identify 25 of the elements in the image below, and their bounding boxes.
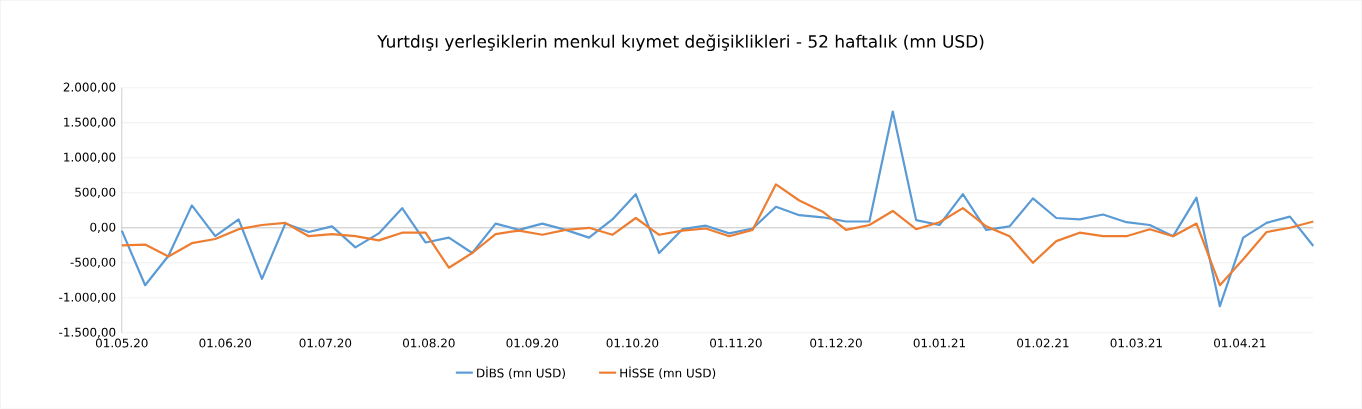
y-tick-label: 1.000,00	[64, 152, 116, 164]
y-tick-label: 2.000,00	[63, 82, 116, 94]
y-tick-label: -1.000,00	[59, 292, 116, 304]
chart-title: Yurtdışı yerleşiklerin menkul kıymet değişiklikleri - 52 haftalık (mn USD)	[377, 34, 984, 52]
y-tick-label: 1.500,00	[64, 117, 116, 129]
y-tick-label: 0,00	[90, 222, 116, 234]
y-tick-label: 500,00	[75, 187, 116, 199]
x-tick-label: 01.06.20	[199, 338, 252, 348]
legend-label: HİSSE (mn USD)	[620, 366, 716, 380]
x-tick-label: 01.09.20	[506, 338, 559, 348]
x-tick-label: 01.07.20	[299, 338, 352, 348]
y-tick-label: -1.500,00	[59, 327, 116, 339]
x-tick-label: 01.02.21	[1017, 338, 1069, 348]
x-tick-label: 01.05.20	[95, 338, 148, 348]
line-series	[120, 183, 1315, 287]
x-tick-label: 01.03.21	[1110, 338, 1162, 348]
x-tick-label: 01.04.21	[1214, 338, 1266, 348]
x-tick-label: 01.01.21	[913, 338, 966, 348]
y-tick-label: -500,00	[70, 257, 116, 269]
line-series	[120, 110, 1315, 308]
x-tick-label: 01.10.20	[606, 338, 659, 348]
x-tick-label: 01.11.20	[710, 338, 762, 348]
x-tick-label: 01.08.20	[402, 338, 455, 348]
legend-label: DİBS (mn USD)	[477, 366, 565, 380]
x-tick-label: 01.12.20	[810, 338, 862, 348]
